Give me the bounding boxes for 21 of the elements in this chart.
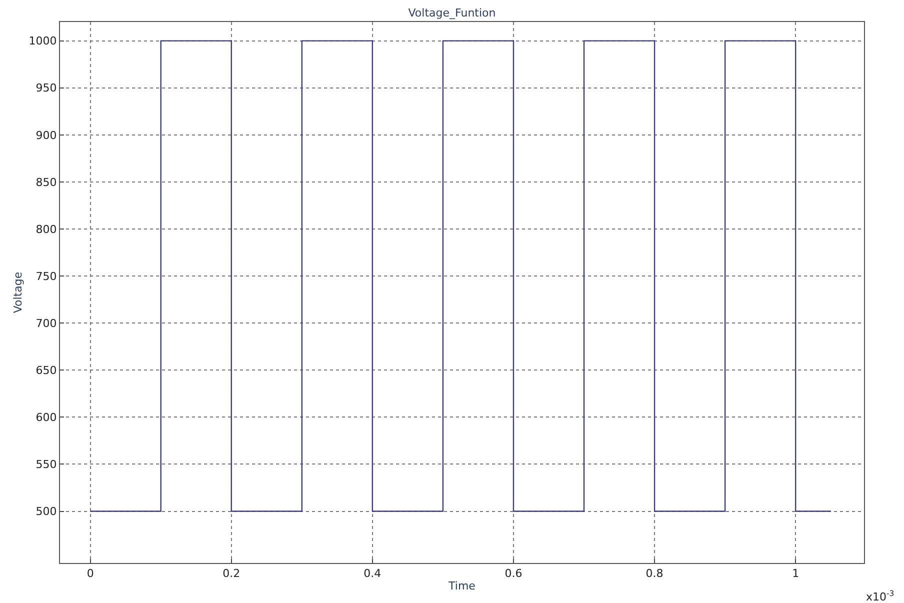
y-tick-label: 700 [36, 316, 57, 330]
x-axis-title: Time [448, 579, 476, 592]
y-tick-label: 900 [36, 128, 57, 142]
y-tick-label: 600 [36, 411, 57, 424]
x-tick-label: 0.2 [222, 567, 240, 580]
y-tick-label: 650 [36, 364, 57, 377]
y-tick-label: 850 [36, 176, 57, 189]
chart-title: Voltage_Funtion [408, 6, 496, 20]
x-tick-label: 0 [86, 567, 94, 580]
x-tick-label: 1 [792, 567, 800, 580]
x-tick-label: 0.6 [504, 567, 522, 580]
x-tick-label: 0.8 [646, 567, 664, 580]
x-tick-label: 0.4 [364, 567, 382, 580]
y-axis-title: Voltage [11, 272, 24, 314]
y-tick-label: 500 [36, 505, 57, 518]
y-tick-label: 950 [36, 82, 57, 95]
y-tick-label: 1000 [28, 34, 57, 48]
y-tick-label: 750 [36, 270, 57, 283]
text: x10$^{-3}$ [866, 589, 894, 603]
y-tick-label: 550 [36, 458, 57, 472]
y-tick-label: 800 [36, 222, 57, 236]
